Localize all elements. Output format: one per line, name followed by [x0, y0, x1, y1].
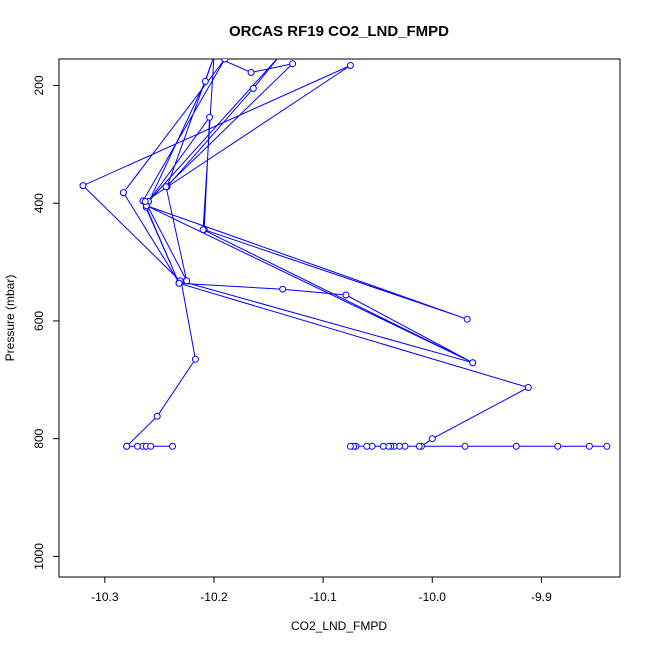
data-point	[191, 355, 199, 363]
y-axis-label: Pressure (mbar)	[3, 275, 17, 362]
data-point	[585, 442, 593, 450]
data-point	[249, 84, 257, 92]
data-point	[524, 384, 532, 391]
data-point	[79, 182, 87, 190]
data-point	[119, 189, 127, 197]
data-point	[162, 183, 170, 191]
data-point	[123, 442, 131, 450]
y-tick-label: 1000	[32, 543, 46, 570]
data-point	[247, 69, 255, 76]
data-point	[346, 442, 354, 450]
data-point	[512, 442, 520, 450]
data-point	[201, 77, 209, 85]
data-point	[469, 359, 477, 367]
data-point	[428, 435, 436, 443]
x-tick-label: -10.3	[91, 590, 119, 604]
data-point	[221, 59, 229, 63]
data-point	[554, 442, 562, 450]
y-tick-label: 600	[32, 311, 46, 331]
data-point	[169, 442, 176, 450]
data-point	[603, 442, 611, 450]
y-tick-label: 800	[32, 428, 46, 448]
data-point	[175, 279, 183, 287]
data-point	[289, 60, 297, 68]
series-points	[79, 59, 611, 450]
data-point	[141, 198, 149, 205]
y-axis: 200 400 600 800 1000	[32, 75, 59, 570]
data-point	[415, 442, 423, 450]
chart-title: ORCAS RF19 CO2_LND_FMPD	[229, 23, 449, 40]
data-point	[346, 62, 354, 69]
data-point	[206, 113, 214, 121]
x-axis-label: CO2_LND_FMPD	[291, 619, 387, 633]
data-point	[342, 291, 350, 299]
data-point	[199, 226, 207, 234]
data-point	[463, 315, 471, 323]
x-axis: -10.3 -10.2 -10.1 -10.0 -9.9	[91, 577, 552, 604]
data-point	[147, 442, 155, 450]
x-tick-label: -10.2	[200, 590, 228, 604]
x-tick-label: -10.0	[419, 590, 447, 604]
data-point	[183, 277, 191, 285]
data-point	[379, 442, 387, 450]
x-tick-label: -9.9	[531, 590, 552, 604]
data-point	[461, 442, 469, 450]
plot-frame	[58, 58, 621, 578]
data-point	[153, 412, 161, 420]
data-point	[279, 285, 287, 293]
x-tick-label: -10.1	[309, 590, 337, 604]
y-tick-label: 400	[32, 193, 46, 213]
y-tick-label: 200	[32, 75, 46, 95]
data-point	[363, 442, 371, 450]
